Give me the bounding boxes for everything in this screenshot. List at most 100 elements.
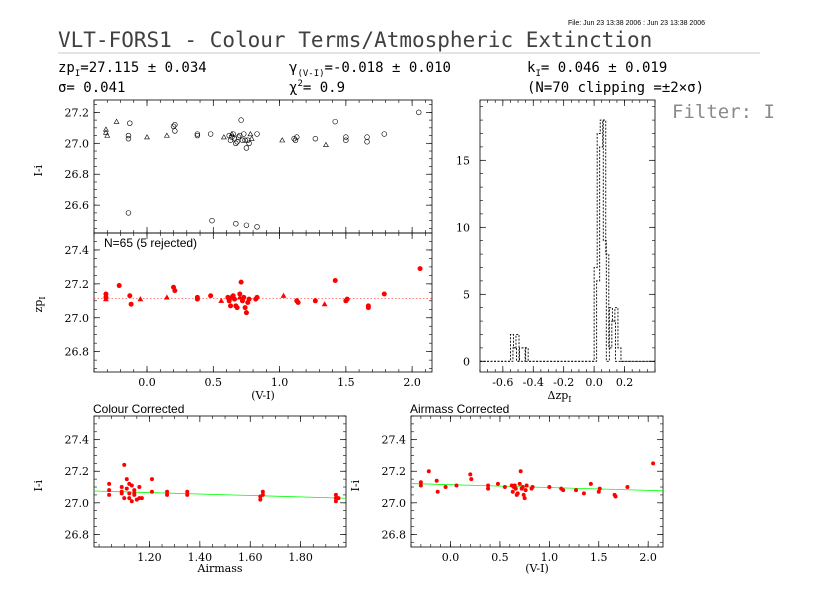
data-point (435, 489, 440, 494)
data-point (418, 480, 423, 485)
x-tick-label: 1.60 (238, 551, 263, 564)
y-tick-label: 27.2 (65, 278, 90, 291)
data-point (149, 477, 154, 482)
data-point (116, 283, 122, 289)
x-tick-label: 1.5 (337, 376, 355, 389)
data-point (520, 485, 525, 490)
x-tick-label: 1.20 (137, 551, 162, 564)
data-point (547, 485, 552, 490)
data-point (107, 492, 112, 497)
data-point (226, 298, 232, 304)
y-tick-label: 27.2 (65, 106, 90, 119)
data-point-circle (194, 132, 201, 139)
data-point-triangle (137, 296, 144, 302)
data-point-triangle (218, 297, 225, 303)
x-axis-label: Airmass (197, 562, 243, 575)
x-tick-label: 0.5 (205, 376, 223, 389)
y-tick-label: 15 (456, 154, 470, 167)
gamma-label: γ(V-I)=-0.018 ± 0.010 (289, 60, 451, 79)
airmass-corrected-plot: 0.0 0.5 1.0 1.5 2.0 26.8 27.0 27.2 27.4 Airmass C… (349, 402, 664, 575)
data-point (561, 488, 566, 493)
data-point (581, 491, 586, 496)
x-axis-label-sub: I (568, 395, 571, 404)
data-point-triangle (220, 134, 227, 140)
data-point-circle (241, 131, 247, 137)
airmass-corrected-title: Airmass Corrected (410, 402, 509, 416)
data-point (129, 483, 134, 488)
x-tick-label: 0.5 (491, 551, 509, 564)
data-point-circle (292, 137, 299, 143)
data-point (139, 496, 144, 501)
data-point-triangle (163, 294, 170, 300)
x-tick-label: 2.0 (639, 551, 657, 564)
y-axis-label-main: zp (32, 300, 45, 313)
y-tick-label: 5 (463, 288, 470, 301)
top-plot-frame (93, 99, 433, 234)
data-point-triangle (163, 132, 170, 138)
file-stamp: File: Jun 23 13:38 2006 : Jun 23 13:38 2… (568, 20, 705, 27)
data-point-circle (234, 139, 240, 145)
data-point (597, 486, 602, 491)
data-point (515, 491, 520, 496)
data-point-circle (294, 134, 300, 140)
data-point-circle (209, 217, 215, 224)
histogram-series-a (480, 119, 655, 362)
data-point (651, 461, 656, 466)
data-point-circle (238, 117, 244, 123)
data-point (486, 483, 491, 488)
data-point (434, 478, 439, 483)
data-point (260, 492, 265, 497)
data-point (524, 483, 529, 488)
data-point (512, 483, 517, 488)
y-tick-label: 27.2 (65, 465, 90, 478)
x-tick-label: 1.5 (590, 551, 608, 564)
y-tick-label: 26.6 (65, 199, 90, 212)
data-point-circle (291, 135, 297, 142)
data-point (122, 462, 127, 467)
data-point (194, 296, 200, 302)
y-tick-label: 26.8 (65, 168, 90, 181)
filter-label: Filter: I (672, 101, 775, 123)
x-axis-label: ΔzpI (548, 389, 572, 404)
data-point-circle (312, 135, 319, 142)
x-tick-label: 0.0 (585, 376, 603, 389)
airmass-corrected-frame (410, 415, 664, 548)
data-point-triangle (103, 126, 109, 132)
data-point-circle (227, 137, 234, 143)
data-point (596, 489, 601, 494)
data-point-circle (207, 131, 214, 137)
data-point-circle (127, 120, 133, 126)
colour-corrected-title: Colour Corrected (93, 402, 184, 416)
chi2-label: χ2= 0.9 (289, 79, 345, 96)
data-point (124, 477, 129, 482)
data-point (165, 492, 170, 497)
data-point (312, 298, 318, 304)
data-point (468, 472, 473, 477)
data-point (149, 489, 154, 494)
data-point (129, 499, 134, 504)
data-point-triangle (247, 131, 254, 137)
data-point (625, 485, 630, 490)
data-point (228, 303, 234, 309)
data-point-triangle (113, 118, 120, 124)
data-point (185, 492, 190, 497)
data-point (513, 486, 518, 491)
histogram-frame (479, 99, 656, 373)
data-point (127, 491, 132, 496)
y-tick-label: 27.0 (65, 497, 90, 510)
data-point (254, 294, 260, 300)
x-tick-label: 2.0 (403, 376, 421, 389)
data-point (344, 296, 350, 302)
data-point (336, 496, 341, 501)
clipping-label: (N=70 clipping =±2×σ) (527, 80, 704, 96)
top-scatter-plot: 26.6 26.8 27.0 27.2 I-i (32, 99, 433, 234)
data-point (495, 481, 500, 486)
y-tick-label: 26.8 (382, 528, 407, 541)
data-point (521, 492, 526, 497)
data-point (241, 294, 247, 300)
x-axis-label: (V-I) (251, 389, 275, 402)
data-point-circle (172, 128, 178, 134)
x-tick-label: -0.6 (492, 376, 513, 389)
data-point (137, 485, 142, 490)
data-point-circle (233, 221, 239, 227)
